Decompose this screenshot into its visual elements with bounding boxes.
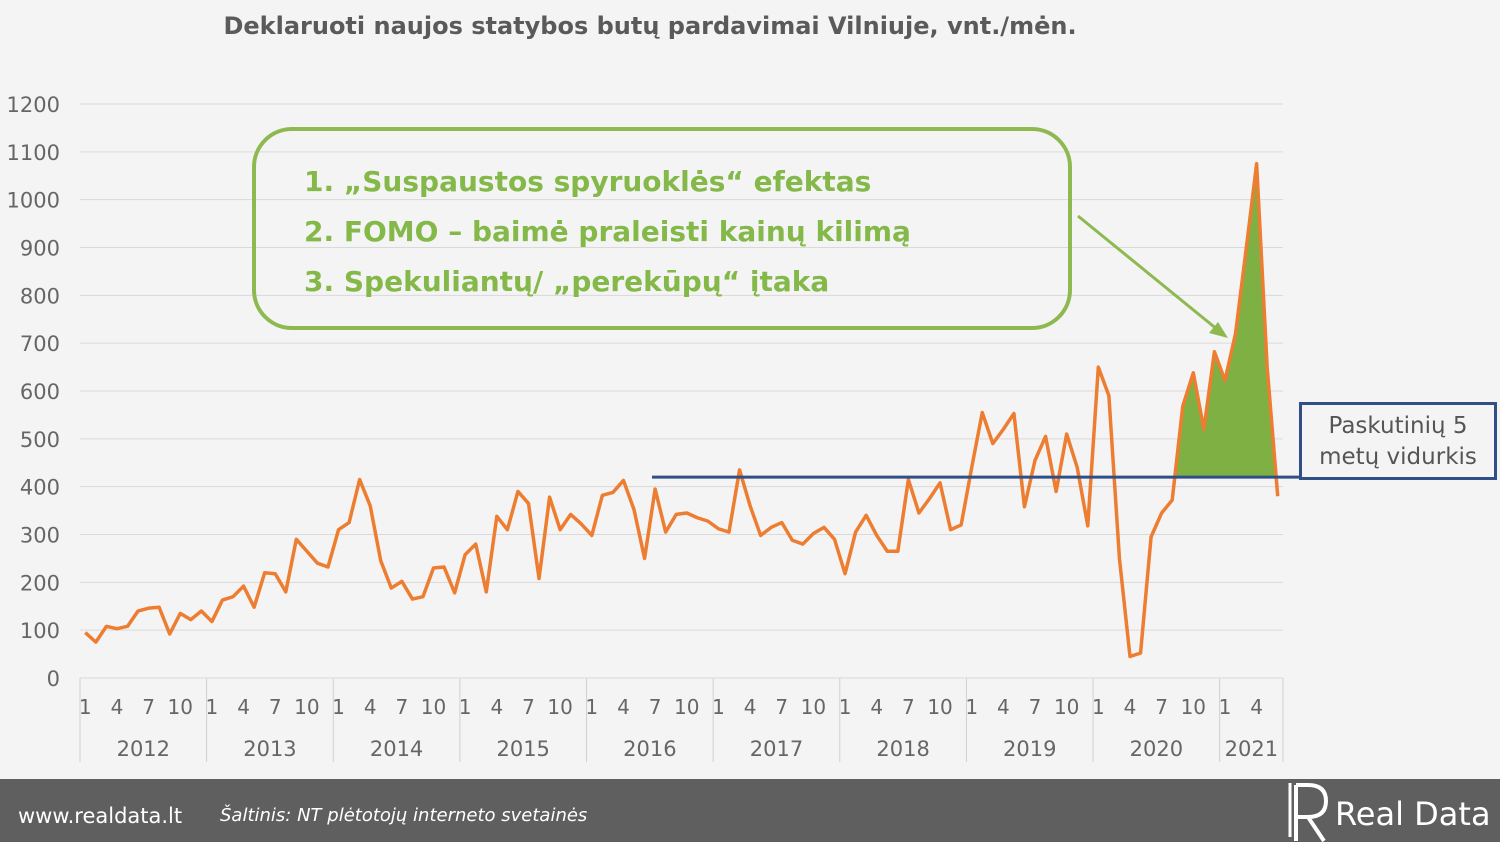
x-tick-label: 4 — [870, 695, 883, 719]
y-tick-label: 800 — [20, 284, 60, 308]
x-tick-label: 4 — [997, 695, 1010, 719]
x-tick-label: 10 — [421, 695, 446, 719]
x-tick-label: 10 — [1054, 695, 1079, 719]
year-label: 2013 — [243, 737, 296, 761]
y-tick-label: 900 — [20, 237, 60, 261]
x-tick-label: 7 — [1155, 695, 1168, 719]
footer-logo-text: Real Data — [1335, 795, 1491, 833]
footer-website-link[interactable]: www.realdata.lt — [18, 804, 183, 828]
above-average-area — [1174, 163, 1277, 478]
y-tick-label: 1200 — [7, 93, 60, 117]
x-tick-label: 1 — [1219, 695, 1232, 719]
average-label-box: Paskutinių 5 metų vidurkis — [1299, 402, 1497, 480]
callout-arrowhead — [1209, 322, 1228, 338]
year-label: 2020 — [1130, 737, 1183, 761]
year-label: 2019 — [1003, 737, 1056, 761]
callout-line-1: 1. „Suspaustos spyruoklės“ efektas — [304, 165, 872, 198]
x-tick-label: 1 — [965, 695, 978, 719]
x-tick-label: 4 — [744, 695, 757, 719]
x-tick-label: 7 — [1029, 695, 1042, 719]
callout-line-2: 2. FOMO – baimė praleisti kainų kilimą — [304, 215, 911, 248]
x-tick-label: 7 — [269, 695, 282, 719]
x-tick-label: 4 — [490, 695, 503, 719]
y-tick-label: 600 — [20, 380, 60, 404]
x-tick-label: 7 — [775, 695, 788, 719]
y-tick-label: 500 — [20, 428, 60, 452]
x-tick-label: 7 — [142, 695, 155, 719]
x-tick-label: 10 — [1181, 695, 1206, 719]
x-tick-label: 4 — [1124, 695, 1137, 719]
year-label: 2014 — [370, 737, 423, 761]
x-tick-label: 10 — [168, 695, 193, 719]
year-label: 2016 — [623, 737, 676, 761]
average-label-line-2: metų vidurkis — [1319, 444, 1477, 470]
real-data-logo-icon — [1288, 783, 1329, 842]
x-tick-label: 10 — [294, 695, 319, 719]
x-tick-label: 10 — [547, 695, 572, 719]
y-tick-label: 0 — [47, 667, 60, 691]
x-tick-label: 1 — [459, 695, 472, 719]
x-tick-label: 4 — [364, 695, 377, 719]
y-tick-label: 1100 — [7, 141, 60, 165]
x-tick-label: 4 — [1250, 695, 1263, 719]
x-tick-label: 1 — [839, 695, 852, 719]
callout-arrow — [1077, 214, 1219, 332]
y-tick-label: 200 — [20, 571, 60, 595]
callout-box: 1. „Suspaustos spyruoklės“ efektas 2. FO… — [252, 127, 1072, 330]
y-tick-label: 100 — [20, 619, 60, 643]
y-tick-label: 300 — [20, 524, 60, 548]
x-tick-label: 1 — [206, 695, 219, 719]
y-tick-label: 1000 — [7, 189, 60, 213]
x-tick-label: 7 — [522, 695, 535, 719]
year-label: 2018 — [876, 737, 929, 761]
year-label: 2021 — [1225, 737, 1278, 761]
x-tick-label: 1 — [712, 695, 725, 719]
footer: www.realdata.lt Šaltinis: NT plėtotojų i… — [0, 779, 1500, 842]
x-tick-label: 4 — [111, 695, 124, 719]
x-tick-label: 7 — [902, 695, 915, 719]
average-label-line-1: Paskutinių 5 — [1328, 413, 1468, 439]
x-tick-label: 1 — [79, 695, 92, 719]
x-tick-label: 7 — [649, 695, 662, 719]
year-label: 2012 — [117, 737, 170, 761]
x-tick-label: 4 — [237, 695, 250, 719]
x-tick-label: 7 — [395, 695, 408, 719]
x-tick-label: 4 — [617, 695, 630, 719]
y-tick-label: 700 — [20, 332, 60, 356]
year-label: 2017 — [750, 737, 803, 761]
x-tick-label: 10 — [674, 695, 699, 719]
x-tick-label: 10 — [927, 695, 952, 719]
x-tick-label: 10 — [801, 695, 826, 719]
footer-source: Šaltinis: NT plėtotojų interneto svetain… — [220, 805, 588, 826]
callout-line-3: 3. Spekuliantų/ „perekūpų“ įtaka — [304, 265, 830, 298]
y-tick-label: 400 — [20, 476, 60, 500]
x-tick-label: 1 — [585, 695, 598, 719]
x-tick-label: 1 — [1092, 695, 1105, 719]
x-tick-label: 1 — [332, 695, 345, 719]
year-label: 2015 — [496, 737, 549, 761]
chart-title: Deklaruoti naujos statybos butų pardavim… — [223, 12, 1077, 40]
